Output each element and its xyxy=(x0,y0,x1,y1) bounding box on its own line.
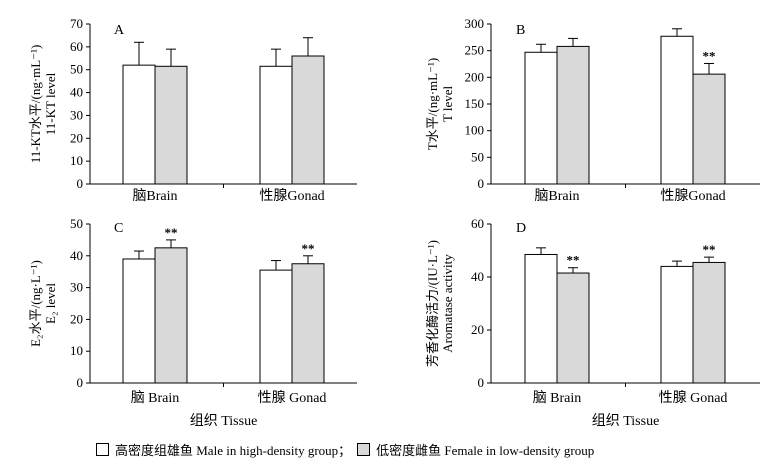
panel-c-ylabel-en: E₂ level xyxy=(43,283,58,324)
panel-b-ytick-label: 300 xyxy=(465,16,485,31)
panel-d-ytick-label: 40 xyxy=(471,269,484,284)
panel-c-significance-mark: ** xyxy=(302,241,315,256)
panel-a-bar-female xyxy=(291,55,325,185)
panel-d-ytick-label: 20 xyxy=(471,322,484,337)
panel-c-category-label: 脑 Brain xyxy=(131,390,180,406)
panel-a-ylabel-en: 11-KT level xyxy=(43,72,58,135)
panel-a-ytick-label: 70 xyxy=(70,16,83,31)
panel-b-bar-female xyxy=(556,45,590,185)
panel-a-bar-female xyxy=(154,65,188,185)
panel-b-significance-mark: ** xyxy=(703,48,716,63)
panel-c-bar-female xyxy=(154,247,188,384)
panel-d-category-label: 性腺 Gonad xyxy=(659,390,728,406)
panel-d-category-label: 脑 Brain xyxy=(533,390,582,406)
panel-a-category-label: 性腺Gonad xyxy=(259,188,324,204)
panel-b-label: B xyxy=(516,23,525,38)
panel-a-ytick-label: 30 xyxy=(70,107,83,122)
panel-c-ytick-label: 40 xyxy=(70,248,83,263)
panel-c-ytick-label: 50 xyxy=(70,216,83,231)
panel-c-label: C xyxy=(114,221,123,236)
panel-d-bar-male xyxy=(524,253,558,384)
panel-d-ylabel-cn: 芳香化酶活力/(IU·L⁻¹) xyxy=(425,240,440,367)
panel-d-bar-male xyxy=(660,265,694,384)
panel-b-ytick-label: 150 xyxy=(465,96,485,111)
panel-a-ytick-label: 10 xyxy=(70,153,83,168)
panel-d-xlabel: 组织 Tissue xyxy=(592,413,660,429)
panel-d-ytick-label: 60 xyxy=(471,216,484,231)
panel-a-ytick-label: 40 xyxy=(70,85,83,100)
legend-female-label: 低密度雌鱼 Female in low-density group xyxy=(376,442,595,458)
panel-b-bar-male xyxy=(524,51,558,185)
legend-separator: ； xyxy=(338,442,352,458)
panel-a-ytick-label: 60 xyxy=(70,39,83,54)
panel-c-bar-female xyxy=(291,263,325,384)
panel-d-label: D xyxy=(516,221,526,236)
legend-male-label: 高密度组雄鱼 Male in high-density group xyxy=(115,442,339,458)
legend-male-swatch xyxy=(96,442,109,456)
panel-b-ylabel-en: T level xyxy=(440,86,455,123)
panel-a-ytick-label: 20 xyxy=(70,130,83,145)
panel-c-category-label: 性腺 Gonad xyxy=(258,390,327,406)
panel-a-ytick-label: 50 xyxy=(70,62,83,77)
panel-c-bar-male xyxy=(122,258,156,384)
panel-a-bar-male xyxy=(122,64,156,185)
panel-a-bar-male xyxy=(259,65,293,185)
panel-c-ytick-label: 30 xyxy=(70,280,83,295)
panel-d-significance-mark: ** xyxy=(703,242,716,257)
panel-b-category-label: 脑Brain xyxy=(534,188,579,204)
panel-b-ytick-label: 250 xyxy=(465,43,485,58)
panel-c-xlabel: 组织 Tissue xyxy=(190,413,258,429)
legend-female-swatch xyxy=(357,442,371,456)
panel-d-bar-female xyxy=(692,261,726,384)
panel-d-ytick-label: 0 xyxy=(478,375,485,390)
panel-b-category-label: 性腺Gonad xyxy=(660,188,725,204)
panel-c-ytick-label: 20 xyxy=(70,311,83,326)
panel-b-ytick-label: 0 xyxy=(478,176,485,191)
panel-d-significance-mark: ** xyxy=(567,253,580,268)
panel-a-ytick-label: 0 xyxy=(77,176,84,191)
panel-a-ylabel-cn: 11-KT水平/(ng·mL⁻¹) xyxy=(28,45,43,164)
panel-b-bar-male xyxy=(660,35,694,185)
panel-c-significance-mark: ** xyxy=(165,225,178,240)
panel-b-bar-female xyxy=(692,73,726,185)
panel-b-ytick-label: 100 xyxy=(465,123,485,138)
panel-d-bar-female xyxy=(556,272,590,384)
panel-b-ytick-label: 200 xyxy=(465,69,485,84)
legend: 高密度组雄鱼 Male in high-density group ； 低密度雌… xyxy=(96,440,716,458)
panel-b-ytick-label: 50 xyxy=(471,149,484,164)
panel-c-ytick-label: 0 xyxy=(77,375,84,390)
panel-c-bar-male xyxy=(259,269,293,384)
panel-c-ylabel-cn: E₂水平/(ng·L⁻¹) xyxy=(28,260,43,347)
panel-a-label: A xyxy=(114,23,125,38)
panel-d-ylabel-en: Aromatase activity xyxy=(440,254,455,353)
panel-c-ytick-label: 10 xyxy=(70,343,83,358)
panel-b-ylabel-cn: T水平/(ng·mL⁻¹) xyxy=(425,58,440,150)
panel-a-category-label: 脑Brain xyxy=(132,188,177,204)
